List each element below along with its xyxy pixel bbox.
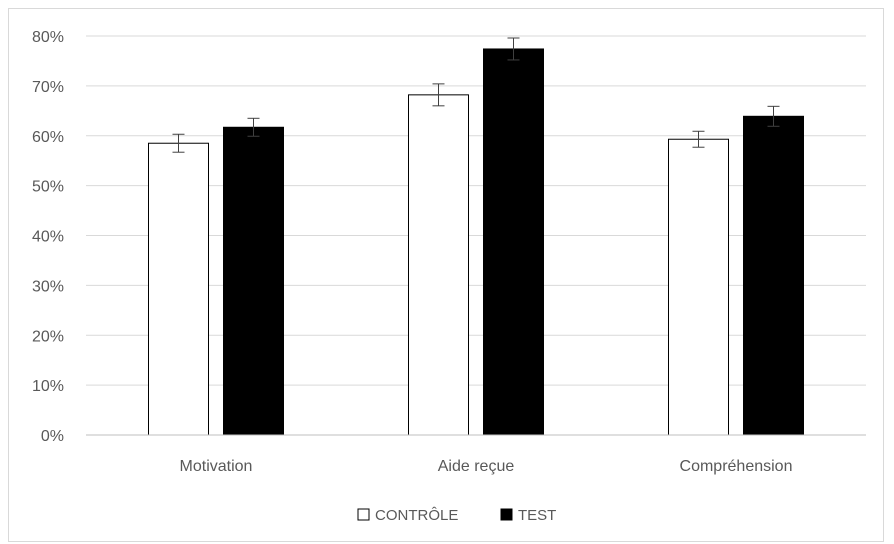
- y-axis-ticks: 0% 10% 20% 30% 40% 50% 60% 70% 80%: [32, 29, 64, 445]
- bar-test-1: [483, 48, 544, 436]
- legend-label-controle: CONTRÔLE: [375, 507, 458, 524]
- grid-lines: [86, 35, 866, 386]
- category-labels: Motivation Aide reçue Compréhension: [180, 458, 793, 475]
- bars: [148, 48, 804, 436]
- y-tick-label: 50%: [32, 179, 64, 196]
- category-label: Motivation: [180, 458, 253, 475]
- y-tick-label: 30%: [32, 278, 64, 295]
- category-label: Aide reçue: [438, 458, 515, 475]
- y-tick-label: 10%: [32, 378, 64, 395]
- y-tick-label: 20%: [32, 328, 64, 345]
- error-bars: [172, 37, 780, 153]
- legend-label-test: TEST: [518, 507, 556, 524]
- bar-test-2: [743, 115, 804, 436]
- bar-test-0: [223, 126, 284, 436]
- bar-controle-2: [668, 138, 729, 436]
- y-tick-label: 40%: [32, 229, 64, 246]
- legend-swatch-controle: [357, 508, 370, 521]
- y-tick-label: 70%: [32, 79, 64, 96]
- bar-controle-0: [148, 142, 209, 436]
- y-tick-label: 0%: [41, 428, 64, 445]
- category-label: Compréhension: [680, 458, 793, 475]
- y-tick-label: 60%: [32, 129, 64, 146]
- y-tick-label: 80%: [32, 29, 64, 46]
- legend-swatch-test: [500, 508, 513, 521]
- legend: CONTRÔLE TEST: [357, 507, 556, 524]
- bar-controle-1: [408, 94, 469, 436]
